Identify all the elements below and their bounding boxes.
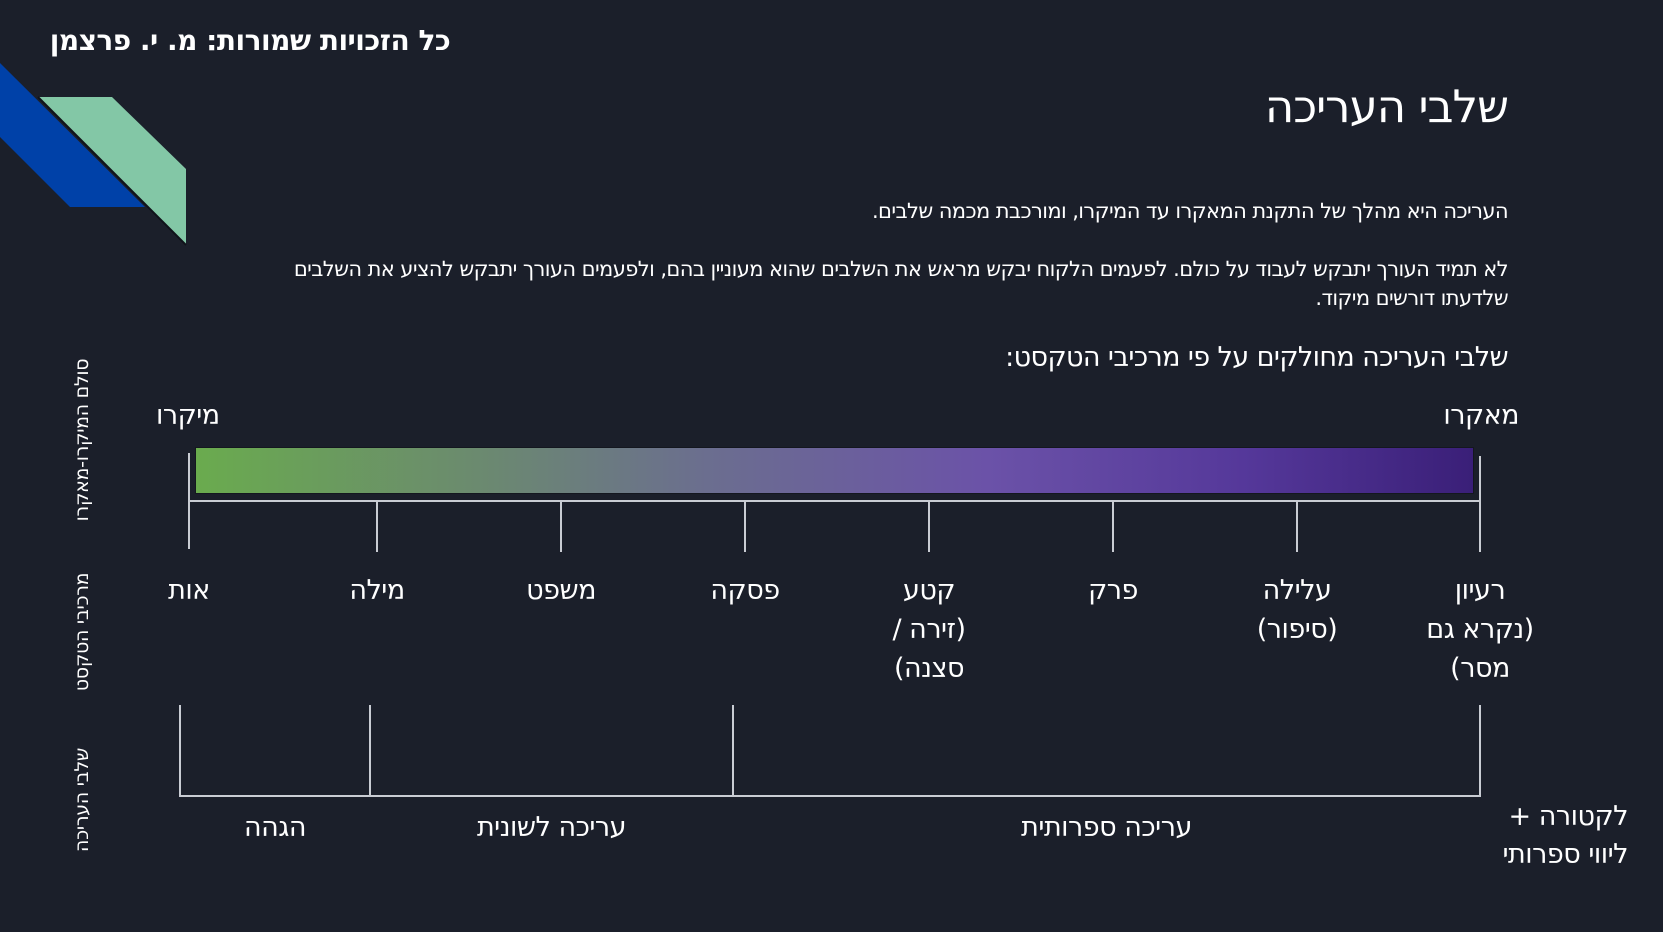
micro-label: מיקרו (156, 400, 220, 431)
component-label-plot: עלילה (סיפור) (1256, 575, 1338, 645)
stage-label-proofreading: הגהה (243, 812, 307, 843)
stage-label-literary-editing: עריכה ספרותית (1021, 812, 1192, 843)
diagram-subheading: שלבי העריכה מחולקים על פי מרכיבי הטקסט: (1005, 342, 1508, 373)
lectorate-line2: ליווי ספרותי (1502, 839, 1629, 870)
bracket-divider (369, 705, 371, 797)
note-paragraph: לא תמיד העורך יתבקש לעבוד על כולם. לפעמי… (293, 257, 1509, 310)
axis-tick-end-left (188, 453, 190, 549)
component-label-chapter: פרק (1088, 575, 1138, 606)
blue-stripe-shape (0, 63, 145, 207)
macro-label: מאקרו (1443, 400, 1519, 431)
component-label-idea: רעיון (נקרא גם מסר) (1426, 575, 1534, 684)
scale-axis-line (189, 500, 1481, 502)
axis-tick (376, 500, 378, 552)
component-label-word: מילה (349, 575, 405, 606)
axis-tick (744, 500, 746, 552)
axis-tick (1112, 500, 1114, 552)
decorative-corner-shapes (0, 63, 187, 246)
stage-label-language-editing: עריכה לשונית (476, 812, 627, 843)
bracket-baseline (179, 795, 1481, 797)
component-label-sentence: משפט (526, 575, 596, 606)
slide-title: שלבי העריכה (1264, 80, 1509, 133)
row-label-scale: סולם המיקרו-מאקרו (71, 358, 93, 522)
lectorate-line1: לקטורה + (1508, 801, 1629, 832)
axis-tick (928, 500, 930, 552)
row-label-stages: שלבי העריכה (71, 748, 93, 852)
component-label-letter: אות (168, 575, 210, 606)
micro-macro-gradient-bar (196, 448, 1473, 493)
copyright-notice: כל הזכויות שמורות: מ. י. פרצמן (49, 24, 451, 57)
component-label-paragraph: פסקה (710, 575, 780, 606)
bracket-divider (732, 705, 734, 797)
row-label-components: מרכיבי הטקסט (71, 572, 93, 692)
bracket-divider (1479, 705, 1481, 797)
axis-tick (560, 500, 562, 552)
bracket-divider (179, 705, 181, 797)
stage-label-lectorate: לקטורה + ליווי ספרותי (1502, 798, 1629, 874)
axis-tick (1296, 500, 1298, 552)
axis-tick-end-right (1479, 456, 1481, 552)
component-label-section: קטע (זירה / סצנה) (892, 575, 966, 684)
intro-paragraph: העריכה היא מהלך של התקנת המאקרו עד המיקר… (871, 199, 1509, 223)
